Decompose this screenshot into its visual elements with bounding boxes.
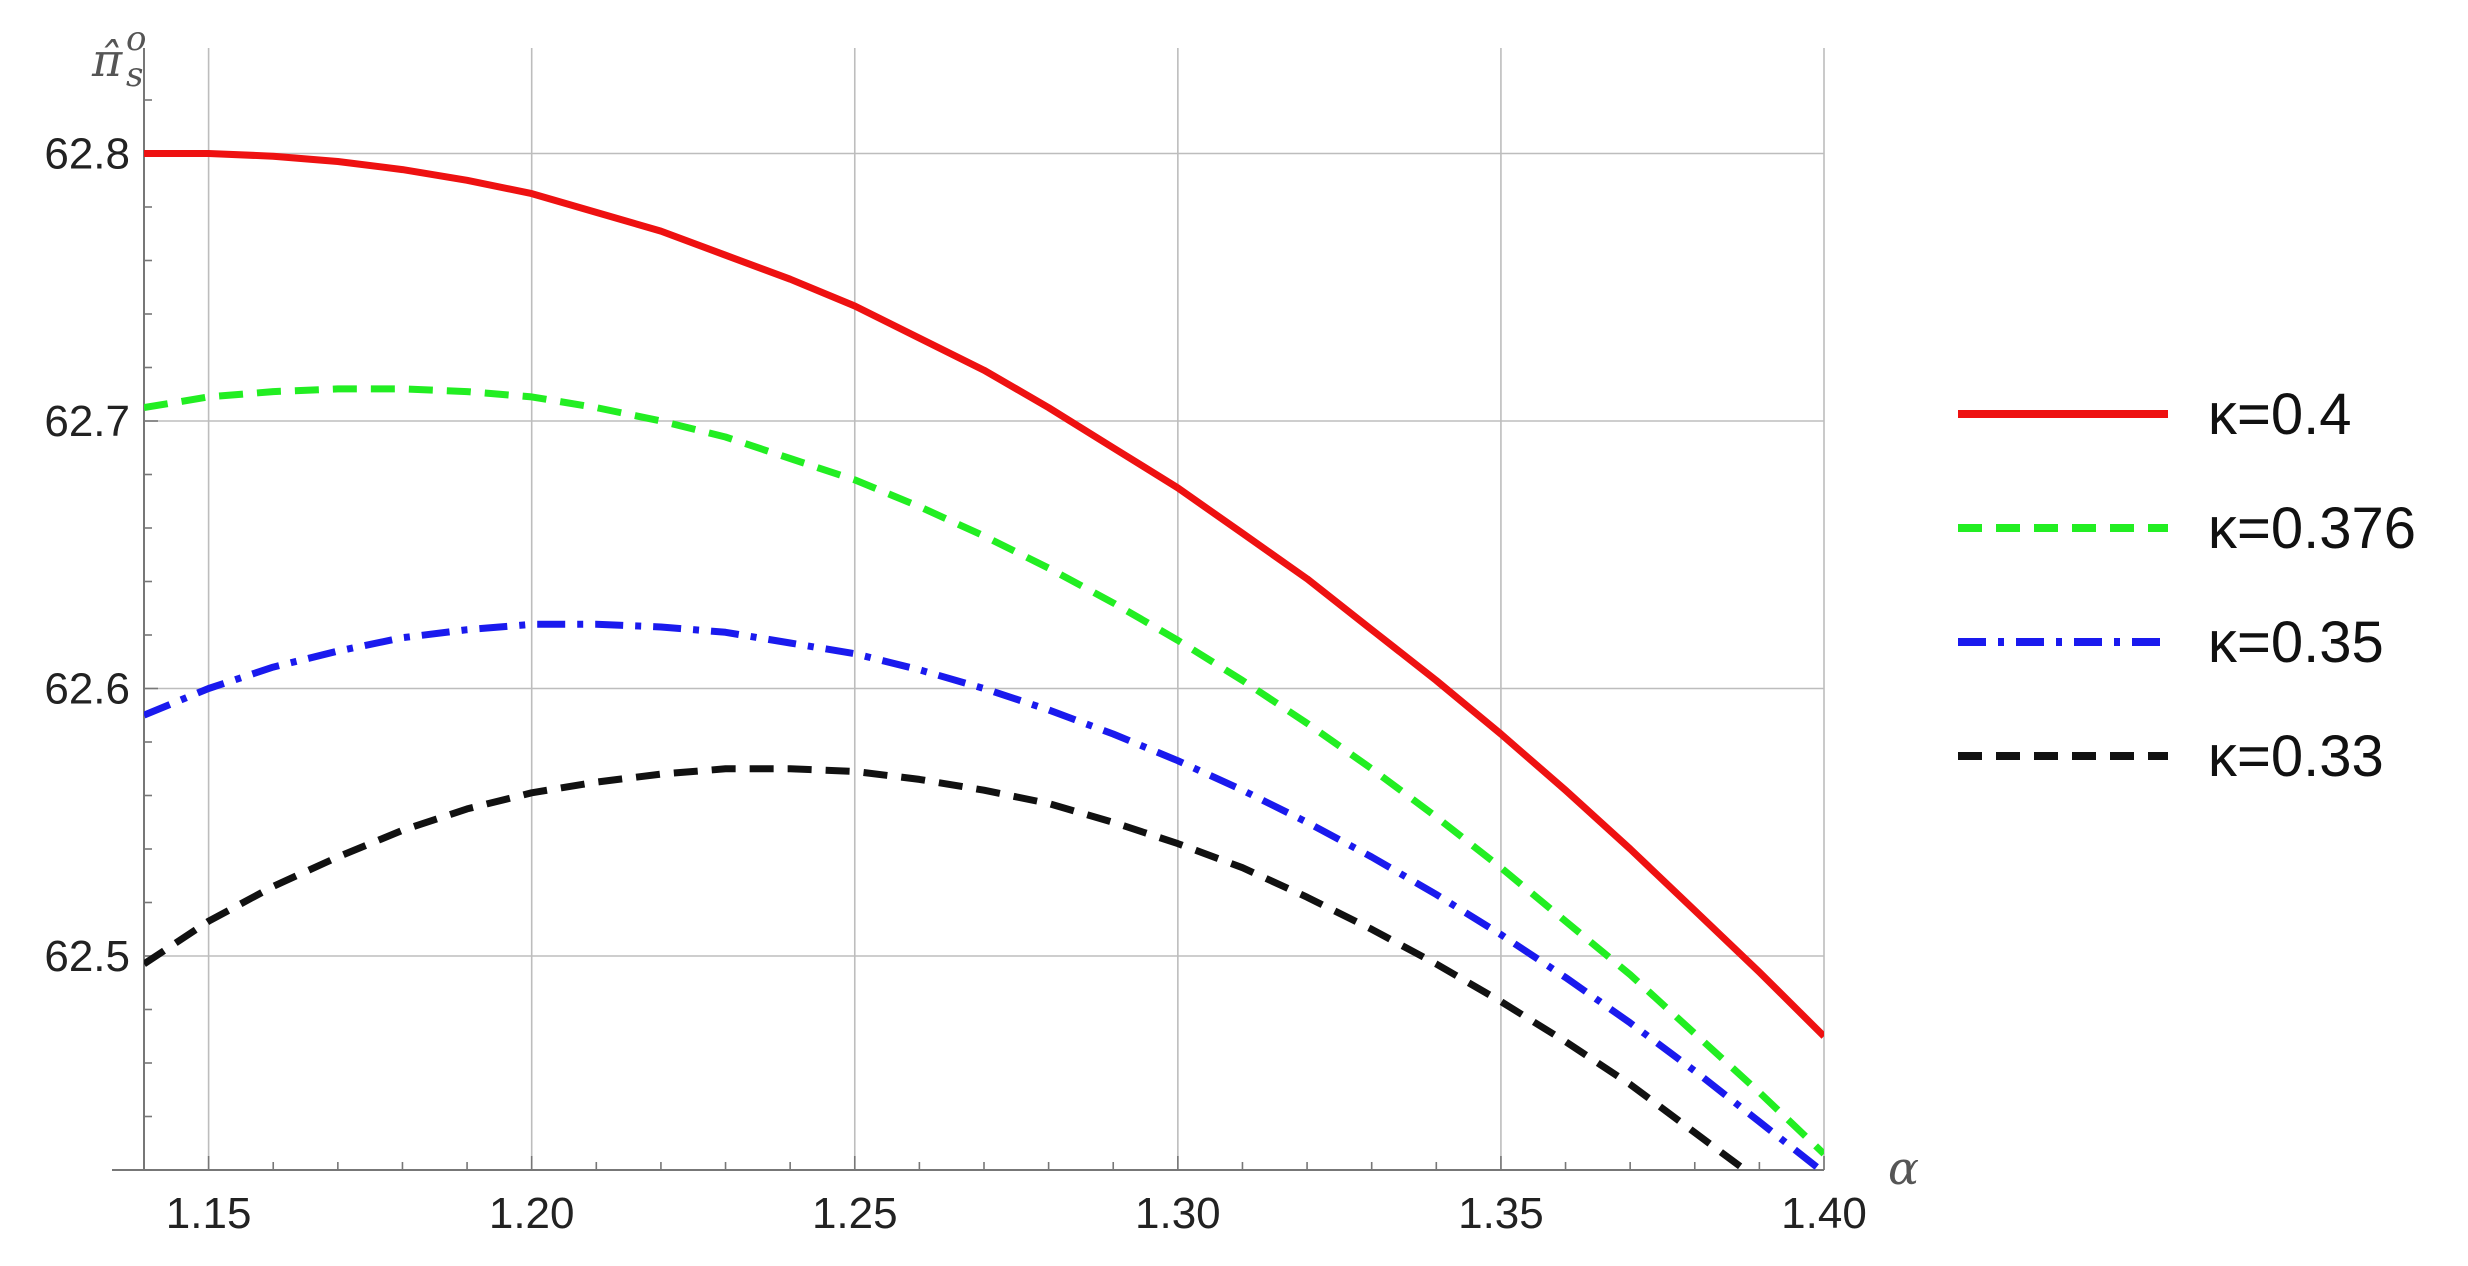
legend-label: κ=0.4 [2208, 382, 2352, 447]
x-axis-label: α [1888, 1141, 1919, 1195]
grid [144, 48, 1825, 1170]
series-line [144, 765, 1751, 1170]
axes [112, 48, 1825, 1171]
y-axis-label-base: π̂ [91, 33, 123, 87]
y-tick-label: 62.8 [44, 130, 130, 179]
y-axis-label-subscript: s [126, 55, 143, 95]
x-tick-label: 1.35 [1458, 1189, 1544, 1238]
y-tick-label: 62.7 [44, 397, 130, 446]
x-tick-label: 1.30 [1135, 1189, 1221, 1238]
series-line [144, 385, 1824, 1157]
y-axis-label-superscript: o [126, 19, 146, 59]
x-tick-label: 1.20 [489, 1189, 575, 1238]
y-tick-label: 62.5 [44, 932, 130, 981]
legend-label: κ=0.33 [2208, 724, 2384, 789]
legend-label: κ=0.376 [2208, 496, 2416, 561]
series-line [144, 620, 1824, 1170]
y-axis-label: π̂ o s [91, 19, 146, 95]
y-tick-label: 62.6 [44, 665, 130, 714]
legend-label: κ=0.35 [2208, 610, 2384, 675]
series-line [144, 150, 1824, 1039]
legend: κ=0.4 κ=0.376 κ=0.35 κ=0.33 [1958, 382, 2416, 789]
tick-labels: 1.15 1.20 1.25 1.30 1.35 1.40 62.5 62.6 62.7 62.8 [44, 130, 1866, 1239]
x-tick-label: 1.25 [812, 1189, 898, 1238]
x-tick-label: 1.40 [1781, 1189, 1867, 1238]
x-tick-label: 1.15 [166, 1189, 252, 1238]
series-lines [144, 150, 1824, 1170]
